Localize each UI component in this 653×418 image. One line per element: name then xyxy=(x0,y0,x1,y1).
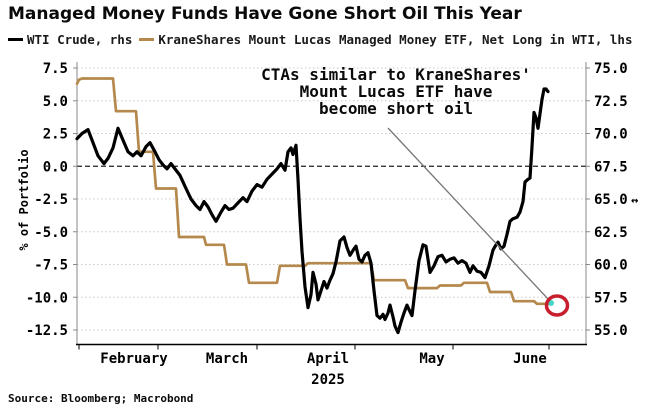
left-axis-tick-label: -10.0 xyxy=(26,290,68,306)
x-axis-month-label: March xyxy=(206,351,248,367)
right-axis-tick-label: 55.0 xyxy=(594,323,628,339)
right-axis-tick-label: 75.0 xyxy=(594,61,628,77)
annotation-text: CTAs similar to KraneShares' Mount Lucas… xyxy=(256,66,536,117)
x-axis-month-label: June xyxy=(513,351,547,367)
legend-item-wti-crude: WTI Crude, rhs xyxy=(8,32,132,47)
right-axis-tick-label: 72.5 xyxy=(594,94,628,110)
left-axis-tick-label: 2.5 xyxy=(43,127,68,143)
legend-label-kraneshares: KraneShares Mount Lucas Managed Money ET… xyxy=(158,32,633,47)
x-axis-year-label: 2025 xyxy=(311,372,345,388)
legend: WTI Crude, rhs KraneShares Mount Lucas M… xyxy=(8,32,632,47)
last-value-dot xyxy=(548,300,554,306)
right-axis-tick-label: 67.5 xyxy=(594,159,628,175)
source-note: Source: Bloomberg; Macrobond xyxy=(8,392,194,405)
left-axis-tick-label: -2.5 xyxy=(34,192,68,208)
x-axis-month-label: May xyxy=(419,351,445,367)
left-axis-tick-label: -7.5 xyxy=(34,258,68,274)
axis-squiggle-arrow-icon: ↭ xyxy=(631,193,638,207)
annotation-line-3: become short oil xyxy=(318,99,474,118)
left-axis-tick-label: 7.5 xyxy=(43,61,68,77)
right-axis-tick-label: 70.0 xyxy=(594,127,628,143)
kraneshares-etf-line xyxy=(75,77,551,306)
left-axis-tick-label: -12.5 xyxy=(26,323,68,339)
legend-label-wti-crude: WTI Crude, rhs xyxy=(27,32,133,47)
kraneshares-line-swatch-icon xyxy=(139,37,155,42)
left-axis-tick-label: -5.0 xyxy=(34,225,68,241)
left-axis-tick-label: 5.0 xyxy=(43,94,68,110)
wti-line-swatch-icon xyxy=(8,37,23,42)
chart-title: Managed Money Funds Have Gone Short Oil … xyxy=(8,4,522,24)
annotation-pointer-line xyxy=(387,127,550,301)
x-axis-month-label: April xyxy=(307,351,349,367)
annotation-line-1: CTAs similar to KraneShares' xyxy=(261,65,531,84)
right-axis-tick-label: 65.0 xyxy=(594,192,628,208)
wti-crude-line xyxy=(75,87,550,335)
x-axis-month-label: February xyxy=(100,351,168,367)
right-axis-tick-label: 62.5 xyxy=(594,225,628,241)
annotation-line-2: Mount Lucas ETF have xyxy=(299,82,493,101)
right-axis-tick-label: 60.0 xyxy=(594,258,628,274)
legend-item-kraneshares: KraneShares Mount Lucas Managed Money ET… xyxy=(139,32,632,47)
left-axis-tick-label: 0.0 xyxy=(43,159,68,175)
highlight-circle xyxy=(544,294,570,317)
right-axis-tick-label: 57.5 xyxy=(594,290,628,306)
